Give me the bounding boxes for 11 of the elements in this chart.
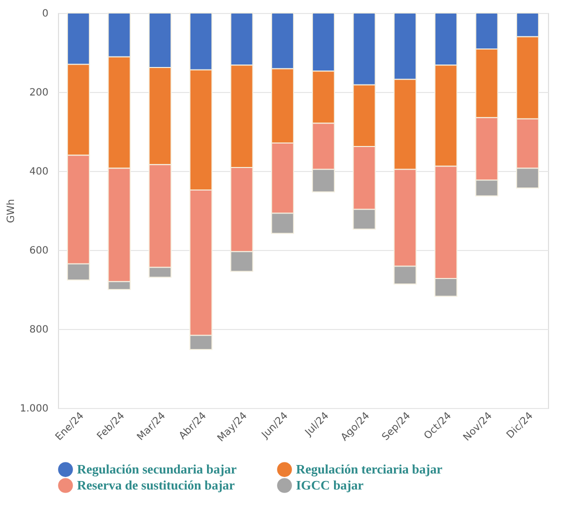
legend-label: Regulación terciaria bajar bbox=[296, 462, 443, 477]
y-tick-label: 800 bbox=[29, 324, 48, 336]
y-tick-label: 200 bbox=[29, 88, 48, 98]
y-tick-label: 0 bbox=[42, 8, 48, 20]
y-axis-title: GWh bbox=[6, 199, 17, 223]
y-tick-label: 1.000 bbox=[20, 404, 48, 414]
legend-label: Regulación secundaria bajar bbox=[77, 462, 237, 477]
legend-label: Reserva de sustitución bajar bbox=[77, 478, 236, 492]
y-tick-label: 400 bbox=[29, 166, 48, 178]
y-tick-label: 600 bbox=[29, 246, 48, 256]
legend-label: IGCC bajar bbox=[296, 478, 364, 492]
